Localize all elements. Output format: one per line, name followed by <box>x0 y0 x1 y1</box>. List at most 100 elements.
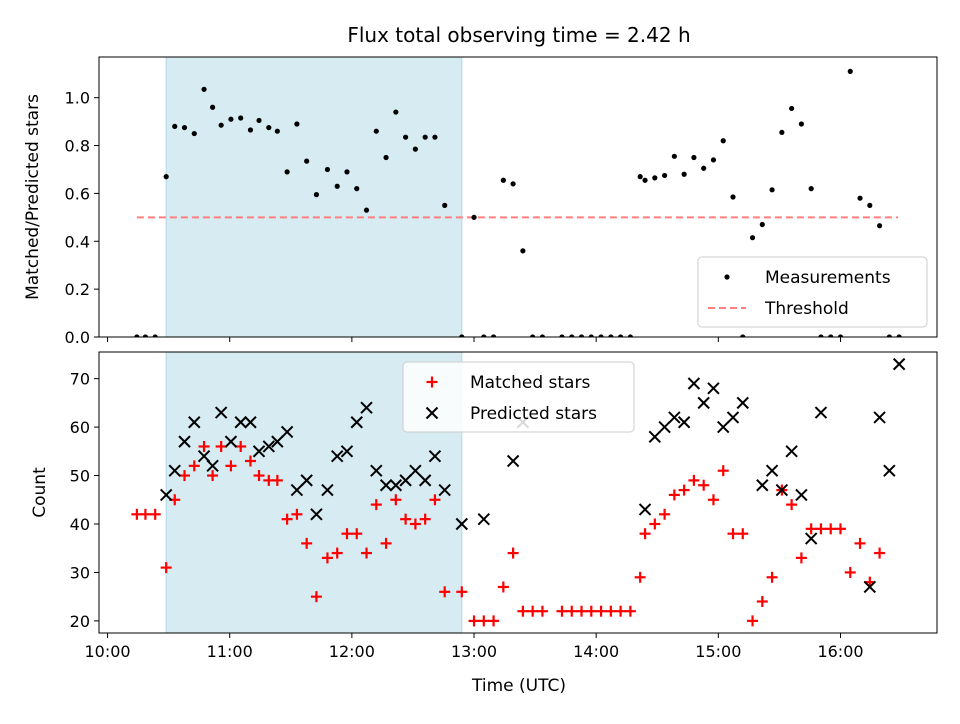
data-point <box>456 586 468 598</box>
data-point <box>556 605 568 617</box>
legend: Matched stars Predicted stars <box>402 361 635 433</box>
data-point <box>383 154 389 161</box>
series-matched-stars <box>131 440 895 720</box>
data-point <box>134 334 140 337</box>
data-point <box>569 334 575 337</box>
data-point <box>717 465 729 477</box>
y-tick-label: 0.0 <box>65 328 90 347</box>
x-tick-label: 14:00 <box>573 642 619 661</box>
data-point <box>399 474 412 487</box>
x-tick-label: 15:00 <box>695 642 741 661</box>
data-point <box>814 406 828 419</box>
data-point <box>284 169 290 175</box>
y-tick-label: 30 <box>70 563 90 582</box>
data-point <box>661 172 668 179</box>
data-point <box>615 605 627 617</box>
panel-counts: 20 30 40 50 60 70 10:00 11:00 12:00 13:00 14:00 15:… <box>30 351 938 720</box>
data-point <box>828 334 834 337</box>
data-point <box>740 334 746 337</box>
data-point <box>527 605 539 617</box>
data-point <box>360 401 373 414</box>
data-point <box>207 470 219 482</box>
data-point <box>736 396 749 410</box>
data-point <box>244 416 257 429</box>
legend-entry: Predicted stars <box>425 404 597 424</box>
y-tick-label: 70 <box>70 370 90 389</box>
data-point <box>510 181 516 187</box>
data-point <box>805 523 817 535</box>
data-point <box>379 479 393 492</box>
shaded-region <box>165 56 463 338</box>
data-point <box>380 537 392 549</box>
data-point <box>191 130 197 137</box>
series-predicted-stars <box>159 357 906 720</box>
data-point <box>649 518 661 530</box>
data-point <box>815 523 827 535</box>
data-point <box>188 460 200 472</box>
data-point <box>681 171 687 177</box>
data-point <box>274 128 280 134</box>
data-point <box>160 562 172 574</box>
legend-swatch <box>724 274 730 280</box>
data-point <box>618 334 624 337</box>
y-tick-label: 0.2 <box>65 280 90 299</box>
x-tick-label: 16:00 <box>817 642 863 661</box>
data-point <box>648 430 662 443</box>
data-point <box>256 117 262 124</box>
data-point <box>310 508 323 521</box>
data-point <box>707 382 720 395</box>
data-point <box>341 528 353 540</box>
data-point <box>244 455 256 467</box>
data-point <box>886 334 892 337</box>
data-point <box>481 334 487 337</box>
data-point <box>334 183 340 189</box>
axes-frame <box>98 351 938 634</box>
data-point <box>766 571 778 583</box>
data-point <box>163 174 169 180</box>
legend-box <box>402 361 635 433</box>
data-point <box>409 464 422 477</box>
data-point <box>238 115 244 121</box>
data-point <box>854 537 866 549</box>
data-point <box>637 174 643 180</box>
data-point <box>266 124 272 131</box>
data-point <box>214 406 228 419</box>
data-point <box>471 214 477 220</box>
data-point <box>527 712 538 720</box>
data-point <box>698 479 710 491</box>
data-point <box>896 334 902 337</box>
data-point <box>873 411 886 424</box>
data-point <box>428 449 442 463</box>
data-point <box>393 109 399 115</box>
data-point <box>874 547 886 559</box>
legend-swatch <box>426 376 438 388</box>
data-point <box>351 528 363 540</box>
data-point <box>438 483 451 497</box>
legend-label: Measurements <box>765 268 891 288</box>
data-point <box>765 464 779 477</box>
data-point <box>701 165 707 171</box>
axes-frame <box>98 56 938 338</box>
data-point <box>291 508 303 520</box>
data-point <box>363 207 370 213</box>
data-point <box>668 411 681 424</box>
data-point <box>490 334 497 337</box>
data-point <box>779 129 785 135</box>
data-point <box>210 104 216 110</box>
data-point <box>642 177 648 183</box>
data-point <box>884 712 895 720</box>
data-point <box>300 474 313 487</box>
data-point <box>459 334 465 337</box>
data-point <box>785 445 798 458</box>
data-point <box>578 334 585 337</box>
data-point <box>639 528 651 540</box>
data-point <box>756 479 769 492</box>
data-point <box>717 420 730 434</box>
data-point <box>301 537 313 549</box>
data-point <box>539 334 546 337</box>
data-point <box>638 503 652 516</box>
data-point <box>652 175 658 181</box>
data-point <box>152 334 158 337</box>
data-point <box>321 483 334 497</box>
data-point <box>281 513 293 525</box>
